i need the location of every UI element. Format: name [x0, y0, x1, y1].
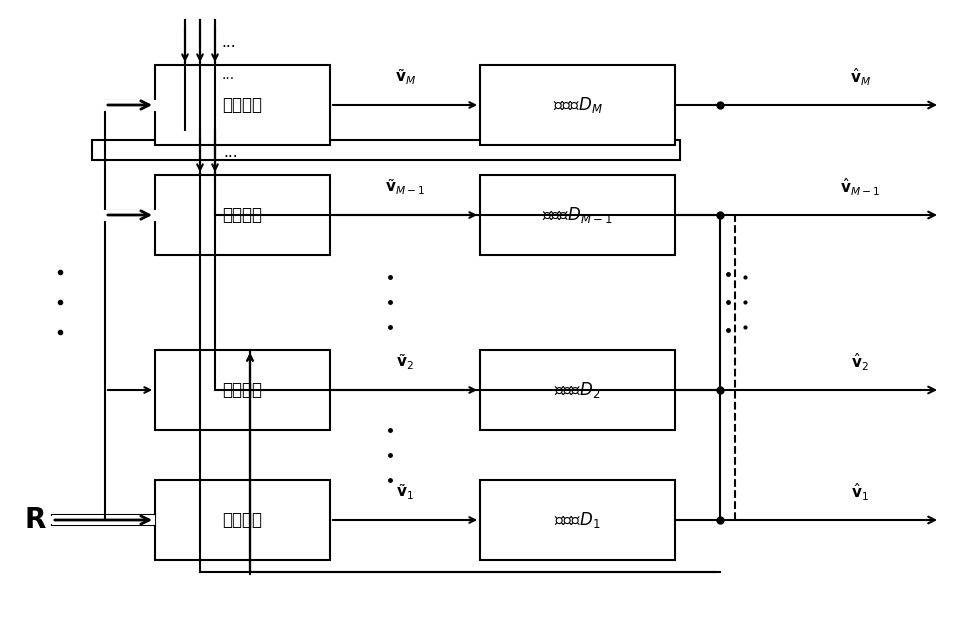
FancyBboxPatch shape — [155, 480, 330, 560]
Text: 接收估计: 接收估计 — [223, 96, 262, 114]
Text: 译码器$D_{M-1}$: 译码器$D_{M-1}$ — [542, 205, 613, 225]
Text: $\hat{\mathbf{v}}_{M-1}$: $\hat{\mathbf{v}}_{M-1}$ — [840, 176, 880, 198]
FancyBboxPatch shape — [155, 175, 330, 255]
Text: 接收估计: 接收估计 — [223, 511, 262, 529]
FancyBboxPatch shape — [480, 65, 675, 145]
Text: $\hat{\mathbf{v}}_1$: $\hat{\mathbf{v}}_1$ — [851, 481, 869, 503]
Text: $\hat{\mathbf{v}}_2$: $\hat{\mathbf{v}}_2$ — [851, 351, 869, 373]
Text: $\tilde{\mathbf{v}}_1$: $\tilde{\mathbf{v}}_1$ — [397, 482, 414, 502]
Text: 译码器$D_M$: 译码器$D_M$ — [553, 95, 603, 115]
FancyBboxPatch shape — [480, 350, 675, 430]
Text: $\hat{\mathbf{v}}_M$: $\hat{\mathbf{v}}_M$ — [850, 66, 871, 88]
FancyBboxPatch shape — [480, 175, 675, 255]
FancyBboxPatch shape — [155, 65, 330, 145]
Bar — [52, 515, 155, 525]
FancyBboxPatch shape — [480, 480, 675, 560]
Text: ...: ... — [221, 68, 234, 82]
Text: ...: ... — [223, 144, 237, 160]
Text: $\tilde{\mathbf{v}}_M$: $\tilde{\mathbf{v}}_M$ — [395, 67, 415, 87]
Text: 译码器$D_2$: 译码器$D_2$ — [554, 380, 601, 400]
Text: $\tilde{\mathbf{v}}_2$: $\tilde{\mathbf{v}}_2$ — [397, 352, 414, 372]
FancyBboxPatch shape — [155, 350, 330, 430]
Text: 接收估计: 接收估计 — [223, 206, 262, 224]
Text: ...: ... — [221, 35, 235, 49]
Text: 接收估计: 接收估计 — [223, 381, 262, 399]
Text: $\tilde{\mathbf{v}}_{M-1}$: $\tilde{\mathbf{v}}_{M-1}$ — [385, 177, 425, 197]
Text: $\mathbf{R}$: $\mathbf{R}$ — [23, 506, 47, 534]
Text: 译码器$D_1$: 译码器$D_1$ — [554, 510, 601, 530]
